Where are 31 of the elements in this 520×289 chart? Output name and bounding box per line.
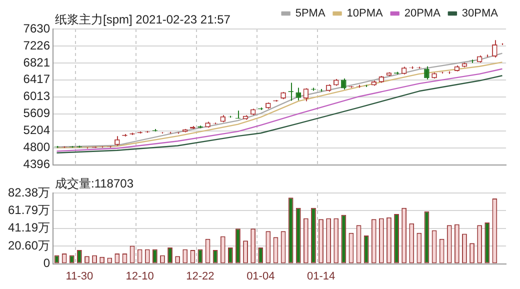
candlestick — [296, 87, 302, 101]
x-tick-label: 01-14 — [306, 270, 336, 282]
candlestick — [114, 136, 120, 146]
legend-label: 10PMA — [346, 8, 384, 20]
y-tick-label: 7226 — [23, 38, 50, 52]
y-tick-label: 7630 — [23, 21, 50, 36]
legend-label: 5PMA — [295, 8, 326, 20]
y-tick-label: 4800 — [23, 140, 50, 154]
y-tick-label: 6013 — [23, 89, 50, 104]
y-tick-label: 5204 — [23, 123, 50, 138]
x-tick-label: 12-10 — [126, 270, 154, 282]
y-tick-label: 4396 — [23, 157, 50, 172]
x-tick-label: 11-30 — [66, 270, 94, 282]
chart-title: 成交量:118703 — [55, 176, 134, 190]
x-tick-label: 01-04 — [246, 270, 275, 282]
y-tick-label: 82.38万 — [8, 185, 50, 200]
y-tick-label: 0 — [43, 256, 50, 270]
chart-title: 纸浆主力[spm] 2021-02-23 21:57 — [55, 12, 231, 26]
legend-label: 20PMA — [404, 8, 442, 20]
candlestick — [303, 88, 309, 102]
candlestick — [424, 66, 430, 80]
x-tick-label: 12-22 — [186, 270, 214, 282]
candlestick — [235, 110, 241, 120]
y-tick-label: 61.79万 — [8, 203, 50, 218]
candlestick — [492, 40, 498, 58]
y-tick-label: 41.19万 — [8, 220, 50, 235]
y-tick-label: 20.60万 — [8, 238, 50, 252]
y-tick-label: 6417 — [23, 72, 50, 86]
y-tick-label: 5609 — [23, 106, 50, 120]
y-tick-label: 6821 — [23, 55, 50, 70]
legend-label: 30PMA — [462, 8, 499, 20]
